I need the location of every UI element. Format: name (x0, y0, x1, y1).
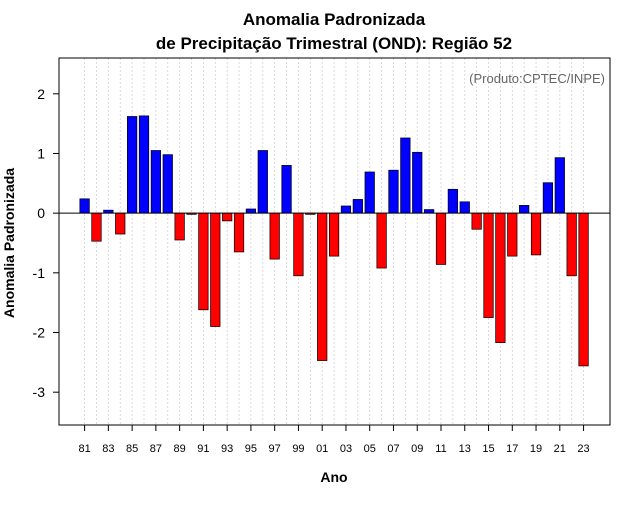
x-tick-label: 85 (126, 443, 138, 455)
bar-85 (127, 116, 138, 214)
bar-21 (554, 157, 565, 214)
bar-94 (233, 212, 245, 253)
x-tick-label: 11 (435, 443, 446, 455)
x-tick-label: 17 (506, 443, 518, 455)
bar-17 (507, 212, 518, 257)
bar-03 (340, 205, 352, 214)
y-axis: -3 -2 -1 0 1 2 (33, 86, 59, 400)
bar-01 (317, 212, 328, 361)
plot-frame (58, 57, 611, 426)
bar-89 (174, 212, 185, 241)
x-tick-label: 95 (245, 443, 257, 455)
bar-12 (447, 188, 458, 214)
x-axis-label: Ano (320, 469, 347, 485)
x-tick-label: 81 (78, 443, 90, 455)
chart-title-line1: Anomalia Padronizada (243, 10, 426, 29)
x-tick-label: 83 (102, 443, 114, 455)
bar-98 (281, 165, 292, 214)
bar-92 (210, 212, 221, 327)
y-tick-label: 0 (37, 205, 45, 221)
bar-88 (162, 154, 173, 214)
bar-84 (115, 212, 126, 235)
x-tick-label: 87 (150, 443, 162, 455)
grid-layer (84, 58, 584, 425)
y-tick-label: 2 (37, 86, 45, 102)
x-tick-label: 97 (269, 443, 281, 455)
y-tick-label: -1 (33, 265, 46, 281)
x-tick-label: 21 (554, 443, 566, 455)
bar-87 (150, 150, 161, 214)
bar-06 (376, 212, 387, 269)
x-tick-label: 19 (530, 443, 542, 455)
bar-08 (400, 137, 411, 214)
x-tick-label: 99 (292, 443, 304, 455)
bar-16 (495, 212, 506, 343)
x-tick-label: 09 (411, 443, 423, 455)
x-tick-label: 23 (577, 443, 589, 455)
y-tick-label: -2 (33, 325, 46, 341)
x-tick-label: 07 (387, 443, 399, 455)
bar-23 (578, 212, 589, 367)
x-tick-label: 93 (221, 443, 233, 455)
bar-91 (198, 212, 209, 311)
x-tick-label: 89 (174, 443, 186, 455)
bar-14 (471, 212, 482, 230)
bar-04 (352, 199, 363, 214)
bar-22 (566, 212, 577, 277)
y-tick-label: 1 (37, 145, 45, 161)
bar-11 (435, 212, 447, 265)
bar-82 (91, 212, 102, 242)
bar-09 (412, 151, 423, 214)
x-axis: 81 83 85 87 89 91 93 95 97 99 01 03 05 07 09 11 13 15 17 19… (78, 425, 590, 455)
bar-10 (424, 209, 435, 214)
bar-96 (257, 150, 268, 214)
bar-18 (519, 205, 530, 214)
x-tick-label: 03 (340, 443, 352, 455)
x-tick-label: 01 (316, 443, 328, 455)
bars-layer (79, 115, 589, 367)
x-tick-label: 13 (459, 443, 471, 455)
bar-13 (459, 201, 470, 214)
x-tick-label: 15 (482, 443, 494, 455)
bar-20 (542, 182, 554, 214)
x-tick-label: 05 (364, 443, 376, 455)
bar-81 (79, 198, 90, 214)
bar-19 (530, 212, 542, 256)
bar-93 (222, 212, 233, 222)
bar-05 (364, 171, 375, 214)
bar-86 (138, 115, 150, 214)
bar-07 (388, 169, 399, 214)
bar-99 (293, 212, 304, 277)
bar-97 (269, 212, 280, 260)
y-axis-label: Anomalia Padronizada (1, 168, 17, 318)
credit-label: (Produto:CPTEC/INPE) (469, 71, 605, 86)
bar-02 (328, 212, 340, 257)
x-tick-label: 91 (197, 443, 209, 455)
bar-95 (245, 208, 257, 214)
chart-title-line2: de Precipitação Trimestral (OND): Região… (156, 34, 512, 53)
y-tick-label: -3 (33, 384, 46, 400)
bar-15 (483, 212, 494, 318)
